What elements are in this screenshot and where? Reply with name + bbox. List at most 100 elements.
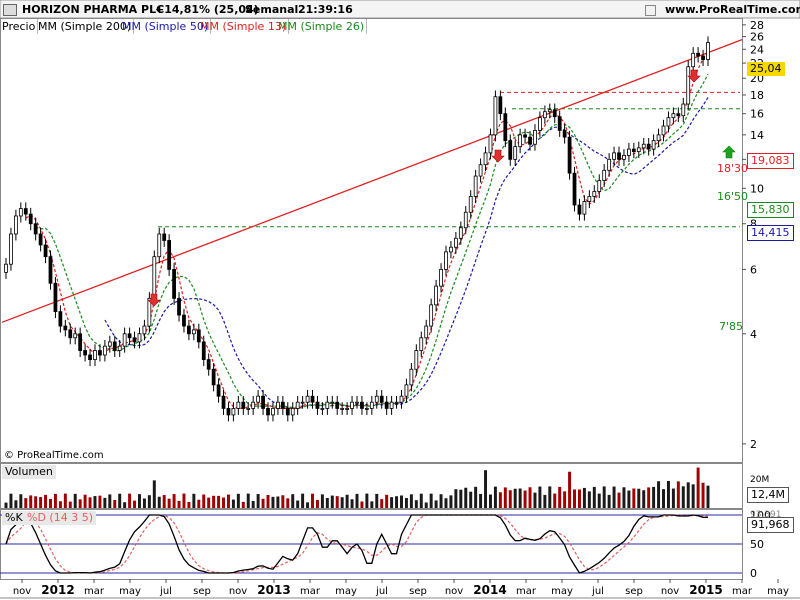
candle-body — [671, 113, 676, 119]
volume-bar — [9, 493, 13, 508]
volume-bar — [103, 497, 107, 508]
candle-body — [236, 401, 241, 409]
candle-body — [488, 134, 493, 154]
x-tick-label: nov — [229, 586, 247, 597]
volume-bar — [558, 486, 562, 508]
candle-body — [706, 42, 710, 60]
volume-bar — [246, 493, 250, 508]
volume-bar — [627, 490, 631, 508]
candle-body — [226, 408, 231, 416]
volume-bar — [24, 498, 28, 508]
volume-bar — [414, 500, 418, 508]
ma26-tag: 15,830 — [747, 202, 794, 218]
candle-body — [241, 401, 246, 409]
volume-bar — [355, 493, 359, 508]
window-menu-icon[interactable] — [3, 4, 17, 16]
candle-body — [463, 211, 468, 229]
candle-body — [360, 401, 364, 409]
candle-body — [518, 134, 523, 148]
tab-ma13[interactable]: MM (Simple 13) — [198, 19, 290, 34]
volume-bar — [632, 488, 636, 508]
volume-bar — [306, 502, 310, 508]
volume-bar — [133, 500, 137, 508]
candle-body — [211, 368, 216, 386]
volume-bar — [172, 494, 176, 508]
volume-bar — [434, 500, 438, 508]
candle-body — [276, 401, 280, 409]
volume-bar — [592, 486, 596, 508]
volume-bar — [182, 493, 186, 508]
candle-body — [636, 147, 641, 153]
candle-body — [429, 304, 434, 327]
candle-body — [320, 408, 325, 410]
volume-bar — [68, 501, 72, 508]
candle-body — [335, 401, 340, 409]
candle-body — [340, 408, 345, 410]
tab-ma50[interactable]: MM (Simple 50) — [120, 19, 212, 34]
candle-body — [622, 155, 626, 160]
volume-bar — [543, 494, 547, 508]
candle-body — [157, 233, 162, 258]
volume-bar — [676, 481, 680, 508]
minimize-icon[interactable] — [645, 5, 656, 16]
candle-body — [53, 282, 58, 313]
volume-bar — [607, 494, 611, 508]
volume-bar — [73, 493, 77, 508]
volume-bar — [657, 481, 661, 508]
candle-body — [107, 341, 112, 347]
candle-body — [439, 269, 443, 287]
volume-value-tag: 12,4M — [747, 487, 789, 503]
candle-body — [330, 401, 335, 404]
candle-body — [651, 140, 656, 150]
volume-bar — [686, 482, 690, 508]
candle-body — [187, 325, 191, 335]
volume-bar — [167, 498, 171, 508]
tab-price[interactable]: Precio — [0, 19, 39, 34]
volume-bar — [439, 494, 443, 508]
candle-body — [38, 233, 43, 246]
candle-body — [28, 213, 33, 225]
candle-body — [152, 256, 157, 299]
volume-bar — [706, 485, 710, 508]
candle-body — [666, 117, 671, 127]
volume-bar — [498, 492, 502, 508]
volume-bar — [444, 498, 448, 508]
candle-body — [696, 52, 700, 57]
volume-bar — [666, 481, 670, 508]
x-tick-label: sep — [193, 586, 211, 597]
volume-bar — [14, 500, 18, 508]
candle-body — [691, 52, 696, 68]
volume-bar — [474, 486, 478, 508]
candle-body — [300, 401, 305, 404]
volume-bar — [202, 494, 206, 508]
candle-body — [365, 408, 369, 410]
volume-bar — [311, 493, 314, 508]
volume-bar — [286, 498, 290, 508]
volume-bar — [518, 488, 522, 508]
volume-scale-label: 20M — [750, 475, 770, 485]
tab-ma26[interactable]: MM (Simple 26) — [276, 19, 368, 34]
candle-body — [305, 395, 310, 403]
volume-bar — [142, 498, 146, 508]
candle-body — [290, 408, 295, 416]
volume-bar — [197, 499, 201, 508]
stoch-hidden-tag: 93,391 — [750, 510, 782, 520]
candle-body — [201, 341, 206, 360]
volume-bar — [523, 490, 527, 508]
volume-bar — [479, 493, 483, 508]
time-text: 21:39:16 — [298, 3, 353, 16]
volume-bar — [335, 496, 339, 508]
candle-body — [112, 341, 117, 351]
candle-body — [582, 201, 587, 215]
volume-bar — [617, 492, 621, 508]
volume-bar — [488, 494, 492, 508]
candle-body — [419, 337, 424, 351]
volume-bar — [34, 496, 38, 508]
candle-body — [562, 129, 567, 138]
volume-bar — [538, 486, 542, 508]
volume-bar — [281, 495, 285, 508]
tab-ma200[interactable]: MM (Simple 200) — [36, 19, 135, 34]
volume-bar — [652, 486, 656, 508]
